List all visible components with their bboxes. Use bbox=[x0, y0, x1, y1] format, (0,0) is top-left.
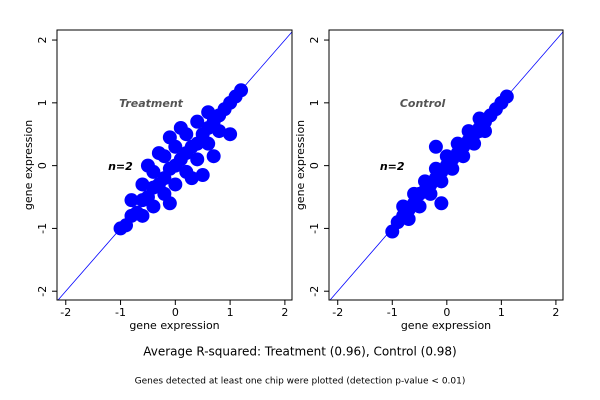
point bbox=[472, 124, 487, 139]
identity-line bbox=[57, 31, 293, 301]
caption: Average R-squared: Treatment (0.96), Con… bbox=[143, 345, 457, 359]
point bbox=[434, 196, 449, 211]
x-tick-label: 2 bbox=[552, 306, 559, 319]
point bbox=[135, 177, 150, 192]
y-tick-label: -1 bbox=[36, 223, 49, 234]
point bbox=[135, 208, 150, 223]
y-tick-label: -1 bbox=[308, 223, 321, 234]
point bbox=[190, 114, 205, 129]
point bbox=[456, 149, 471, 164]
point bbox=[418, 174, 432, 189]
x-tick-label: -2 bbox=[60, 306, 71, 319]
point bbox=[190, 152, 205, 167]
annotation: Treatment bbox=[119, 97, 184, 110]
identity-line bbox=[329, 31, 564, 301]
point bbox=[162, 130, 177, 145]
point bbox=[124, 193, 139, 208]
y-axis-label: gene expression bbox=[294, 120, 307, 210]
sample-label: n=2 bbox=[108, 160, 133, 173]
x-axis-label: gene expression bbox=[129, 319, 219, 332]
point bbox=[206, 149, 221, 164]
point bbox=[467, 136, 482, 151]
plot-frame bbox=[328, 29, 564, 301]
point bbox=[407, 186, 422, 201]
point bbox=[212, 124, 227, 139]
x-tick-label: -1 bbox=[387, 306, 398, 319]
plot-frame bbox=[56, 29, 293, 301]
annotation: Control bbox=[400, 97, 446, 110]
point bbox=[184, 171, 199, 186]
point bbox=[412, 199, 427, 214]
x-tick-label: 0 bbox=[443, 306, 450, 319]
point bbox=[173, 120, 188, 135]
y-tick-label: -2 bbox=[308, 286, 321, 297]
point bbox=[439, 149, 454, 164]
y-tick-label: 1 bbox=[36, 99, 49, 106]
point bbox=[461, 124, 476, 139]
point bbox=[201, 105, 216, 120]
point bbox=[472, 111, 487, 126]
x-axis-label: gene expression bbox=[401, 319, 491, 332]
point bbox=[146, 199, 161, 214]
y-tick-label: 0 bbox=[36, 162, 49, 169]
y-tick-label: 1 bbox=[308, 99, 321, 106]
y-tick-label: 2 bbox=[308, 37, 321, 44]
point bbox=[423, 186, 438, 201]
y-tick-label: -2 bbox=[36, 286, 49, 297]
x-tick-label: -2 bbox=[332, 306, 343, 319]
y-tick-label: 0 bbox=[308, 162, 321, 169]
point bbox=[201, 136, 216, 151]
x-tick-label: 2 bbox=[281, 306, 288, 319]
y-axis-label: gene expression bbox=[22, 120, 35, 210]
y-tick-label: 2 bbox=[36, 37, 49, 44]
point bbox=[428, 161, 443, 176]
point bbox=[151, 146, 166, 161]
point bbox=[162, 196, 177, 211]
point bbox=[396, 199, 411, 214]
point bbox=[428, 139, 443, 154]
footnote: Genes detected at least one chip were pl… bbox=[135, 377, 466, 387]
sample-label: n=2 bbox=[380, 160, 405, 173]
point bbox=[434, 174, 449, 189]
point bbox=[401, 212, 416, 226]
x-tick-label: 1 bbox=[227, 306, 234, 319]
point bbox=[445, 161, 460, 176]
point bbox=[223, 127, 238, 142]
point bbox=[168, 177, 183, 192]
point bbox=[450, 136, 465, 151]
x-tick-label: -1 bbox=[115, 306, 126, 319]
x-tick-label: 0 bbox=[172, 306, 179, 319]
point bbox=[195, 168, 210, 183]
x-tick-label: 1 bbox=[498, 306, 505, 319]
point bbox=[140, 158, 155, 173]
